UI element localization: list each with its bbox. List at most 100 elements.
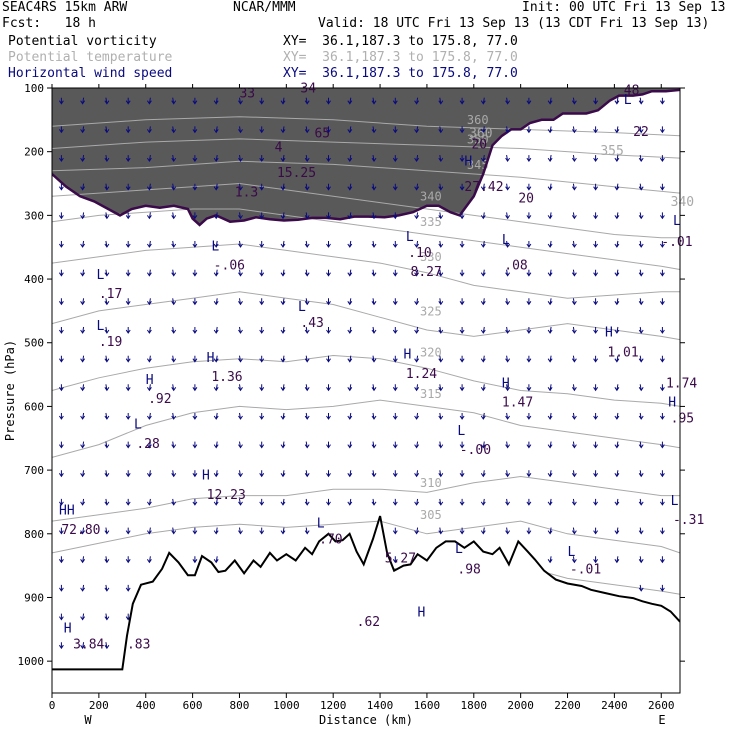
x-tick-label: 1400 [367, 699, 394, 712]
wind-arrow [192, 527, 198, 535]
wind-arrow [304, 212, 310, 220]
wind-arrow [547, 355, 553, 363]
wind-arrow [238, 355, 243, 363]
annotation-value: 65 [314, 127, 330, 142]
wind-arrow [125, 584, 131, 592]
wind-arrow [58, 441, 64, 449]
y-tick-label: 600 [24, 400, 44, 413]
wind-arrow [58, 355, 64, 363]
wind-arrow [438, 212, 444, 220]
wind-arrow [304, 441, 310, 449]
wind-arrow [171, 126, 177, 134]
wind-arrow [104, 155, 110, 163]
wind-arrow [304, 384, 310, 392]
wind-arrow [547, 155, 553, 163]
wind-arrow [58, 97, 64, 105]
annotation-value: 4 [275, 141, 283, 156]
theta-label-325: 325 [420, 304, 442, 318]
wind-arrow [259, 413, 265, 420]
wind-arrow [146, 527, 152, 535]
wind-arrow [304, 240, 310, 248]
wind-arrow [238, 326, 243, 334]
wind-arrow [659, 269, 665, 277]
wind-arrow [213, 355, 219, 363]
theta-contour-310 [52, 475, 680, 522]
field-legend-theta: Potential temperature [8, 50, 173, 65]
wind-arrow [614, 384, 620, 392]
annotation-value: -.31 [673, 513, 704, 528]
y-tick-label: 900 [24, 591, 44, 604]
wind-arrow [392, 97, 398, 105]
wind-arrow [347, 298, 353, 306]
wind-arrow [659, 470, 665, 478]
wind-arrow [438, 527, 444, 535]
wind-arrow [414, 240, 420, 248]
annotation-value: -.01 [661, 235, 692, 250]
x-end-west: W [84, 713, 92, 727]
wind-arrow [326, 413, 331, 420]
x-tick-label: 1600 [414, 699, 441, 712]
wind-arrow [414, 269, 420, 277]
annotation-value: .70 [319, 532, 342, 547]
center-label: NCAR/MMM [233, 0, 296, 15]
wind-arrow [480, 470, 486, 478]
wind-arrow [480, 498, 486, 506]
theta-contour-330 [52, 243, 680, 299]
wind-arrow [459, 269, 465, 277]
annotation-value: 33 [239, 87, 255, 102]
wind-arrow [480, 412, 486, 420]
wind-arrow [326, 183, 331, 191]
wind-arrow [80, 613, 86, 621]
wind-arrow [547, 470, 553, 478]
annotation-value: .83 [127, 637, 150, 652]
wind-arrow [571, 441, 577, 449]
wind-arrow [259, 241, 265, 248]
wind-arrow [392, 155, 398, 163]
wind-arrow [58, 527, 64, 535]
wind-arrow [280, 183, 286, 191]
x-tick-label: 200 [89, 699, 109, 712]
wind-arrow [459, 327, 465, 334]
wind-arrow [414, 126, 420, 134]
annotation-low: L [134, 418, 142, 433]
wind-arrow [171, 269, 177, 277]
wind-arrow [171, 155, 177, 163]
annotation-high: H [146, 373, 154, 388]
wind-arrow [280, 355, 286, 363]
wind-arrow [80, 441, 86, 449]
wind-arrow [371, 183, 377, 191]
theta-contour-350 [52, 138, 680, 159]
wind-arrow [280, 269, 286, 277]
wind-arrow [614, 155, 620, 163]
annotation-value: .92 [148, 392, 171, 407]
wind-arrow [125, 441, 131, 449]
wind-arrow [571, 384, 577, 392]
field-legend-wind: Horizontal wind speed [8, 66, 173, 81]
wind-arrow [80, 269, 86, 277]
theta-contour-360 [52, 116, 680, 137]
wind-arrow [171, 298, 177, 306]
wind-arrow [192, 355, 198, 363]
annotation-value: 1.74 [666, 376, 697, 391]
wind-arrow [438, 384, 444, 392]
theta-contour-345 [52, 160, 680, 194]
x-tick-label: 2400 [601, 699, 628, 712]
wind-arrow [326, 470, 331, 478]
x-tick-label: 2000 [507, 699, 534, 712]
wind-arrow [192, 241, 198, 248]
wind-arrow [280, 155, 286, 163]
annotation-value: 12.23 [207, 488, 246, 503]
wind-arrow [459, 183, 465, 191]
wind-arrow [171, 240, 177, 248]
wind-arrow [259, 327, 265, 334]
wind-arrow [392, 413, 398, 420]
annotation-low: L [673, 214, 681, 229]
wind-arrow [547, 412, 553, 420]
wind-arrow [259, 470, 265, 478]
wind-arrow [638, 498, 644, 506]
wind-arrow [371, 298, 377, 306]
wind-arrow [326, 155, 331, 163]
wind-arrow [614, 470, 620, 478]
wind-arrow [192, 212, 198, 220]
wind-arrow [280, 97, 286, 105]
